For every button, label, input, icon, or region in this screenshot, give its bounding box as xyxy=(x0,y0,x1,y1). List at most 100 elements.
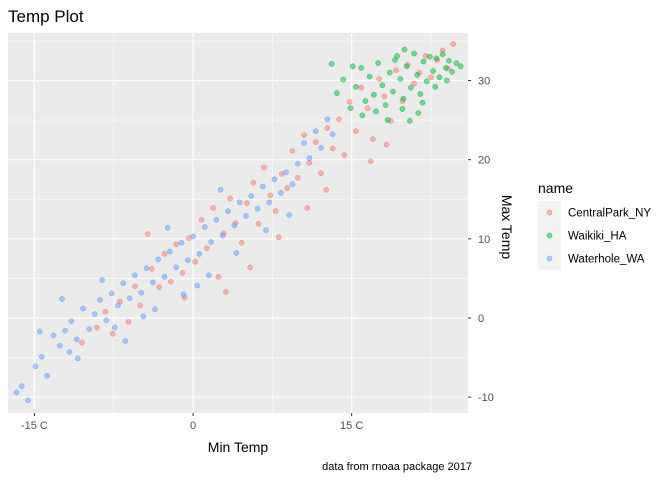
data-point-waterhole-wa xyxy=(150,279,156,286)
data-point-waterhole-wa xyxy=(74,355,81,362)
data-point-waterhole-wa xyxy=(206,272,212,279)
data-point-centralpark-ny xyxy=(381,93,388,100)
data-point-waterhole-wa xyxy=(36,328,43,335)
data-point-waterhole-wa xyxy=(236,199,243,206)
data-point-waikiki-ha xyxy=(403,63,410,70)
data-point-waikiki-ha xyxy=(371,91,377,98)
data-point-waterhole-wa xyxy=(99,277,105,283)
data-point-centralpark-ny xyxy=(79,339,85,346)
data-point-waterhole-wa xyxy=(190,233,196,240)
data-point-centralpark-ny xyxy=(227,195,233,202)
data-point-waterhole-wa xyxy=(73,336,80,343)
data-point-centralpark-ny xyxy=(247,264,254,271)
data-point-centralpark-ny xyxy=(393,67,399,74)
data-point-waikiki-ha xyxy=(427,53,433,60)
data-point-waikiki-ha xyxy=(379,82,386,89)
data-point-waikiki-ha xyxy=(373,108,379,115)
data-point-centralpark-ny xyxy=(294,175,301,181)
data-point-waterhole-wa xyxy=(180,291,187,298)
data-point-waikiki-ha xyxy=(415,110,422,116)
data-point-waikiki-ha xyxy=(408,84,414,91)
y-tick-label: -10 xyxy=(478,392,494,404)
data-point-waikiki-ha xyxy=(411,50,417,57)
data-point-centralpark-ny xyxy=(102,308,109,315)
data-point-waterhole-wa xyxy=(143,265,150,271)
data-point-waterhole-wa xyxy=(138,289,145,296)
legend: name CentralPark_NY Waikiki_HA Waterhole_W… xyxy=(538,180,651,270)
data-point-centralpark-ny xyxy=(93,324,100,331)
data-point-waikiki-ha xyxy=(358,64,365,71)
data-point-waterhole-wa xyxy=(120,280,127,287)
data-point-centralpark-ny xyxy=(137,302,144,309)
data-point-centralpark-ny xyxy=(173,241,179,248)
data-point-centralpark-ny xyxy=(215,273,222,280)
data-point-centralpark-ny xyxy=(192,258,199,265)
data-point-waikiki-ha xyxy=(436,74,443,81)
data-point-waterhole-wa xyxy=(132,272,138,279)
y-tick-label: 20 xyxy=(478,155,490,167)
major-gridlines xyxy=(8,33,468,413)
data-point-waterhole-wa xyxy=(108,290,115,297)
data-point-waikiki-ha xyxy=(386,69,393,76)
data-point-waterhole-wa xyxy=(294,160,301,167)
data-point-waterhole-wa xyxy=(18,383,25,389)
data-point-waikiki-ha xyxy=(359,112,366,119)
data-point-waikiki-ha xyxy=(449,68,455,75)
data-point-waikiki-ha xyxy=(417,91,424,97)
y-tick-label: 30 xyxy=(478,76,490,88)
data-point-waikiki-ha xyxy=(453,60,460,66)
data-point-waikiki-ha xyxy=(390,88,396,95)
data-point-waikiki-ha xyxy=(328,61,335,67)
data-point-waterhole-wa xyxy=(289,181,296,188)
data-point-centralpark-ny xyxy=(222,289,229,295)
data-point-waikiki-ha xyxy=(406,118,413,124)
data-point-centralpark-ny xyxy=(244,200,250,207)
data-point-centralpark-ny xyxy=(367,158,374,165)
data-point-waterhole-wa xyxy=(115,302,121,309)
data-point-waterhole-wa xyxy=(266,199,273,206)
data-point-centralpark-ny xyxy=(250,179,257,186)
data-point-waterhole-wa xyxy=(68,318,75,325)
data-point-waterhole-wa xyxy=(59,296,65,302)
data-point-waikiki-ha xyxy=(442,64,449,71)
data-point-waterhole-wa xyxy=(38,353,45,360)
data-point-centralpark-ny xyxy=(198,216,205,223)
data-point-waterhole-wa xyxy=(80,305,86,312)
data-point-centralpark-ny xyxy=(125,319,132,325)
data-point-waterhole-wa xyxy=(217,186,224,193)
data-point-waterhole-wa xyxy=(306,155,313,161)
data-point-waikiki-ha xyxy=(439,51,446,58)
data-point-centralpark-ny xyxy=(168,278,174,285)
data-point-waterhole-wa xyxy=(66,349,73,355)
plot-title: Temp Plot xyxy=(8,7,84,26)
data-point-waterhole-wa xyxy=(312,128,319,135)
data-point-waterhole-wa xyxy=(225,208,231,214)
data-point-centralpark-ny xyxy=(261,164,267,171)
data-point-waterhole-wa xyxy=(161,273,168,280)
data-point-waterhole-wa xyxy=(196,251,203,257)
data-point-centralpark-ny xyxy=(318,170,324,176)
data-point-centralpark-ny xyxy=(353,128,359,135)
data-point-waterhole-wa xyxy=(103,317,110,324)
data-point-waterhole-wa xyxy=(173,264,179,271)
x-tick-label: 15 C xyxy=(340,420,363,432)
data-point-centralpark-ny xyxy=(346,99,353,105)
legend-label-waikiki-ha: Waikiki_HA xyxy=(568,231,627,243)
data-points xyxy=(13,41,464,404)
data-point-waterhole-wa xyxy=(277,190,284,196)
data-point-waterhole-wa xyxy=(97,296,103,303)
data-point-waterhole-wa xyxy=(208,239,214,245)
data-point-centralpark-ny xyxy=(255,220,262,227)
data-point-waikiki-ha xyxy=(340,76,347,83)
data-point-waterhole-wa xyxy=(231,222,238,229)
y-axis-ticks: -10 0 10 20 30 xyxy=(468,76,494,404)
data-point-centralpark-ny xyxy=(358,84,365,91)
plot-caption: data from rnoaa package 2017 xyxy=(322,461,472,473)
data-point-waikiki-ha xyxy=(430,68,436,74)
data-point-centralpark-ny xyxy=(324,125,331,131)
data-point-waterhole-wa xyxy=(152,306,158,313)
data-point-centralpark-ny xyxy=(304,205,311,211)
data-point-waikiki-ha xyxy=(375,60,381,66)
data-point-centralpark-ny xyxy=(450,41,457,47)
